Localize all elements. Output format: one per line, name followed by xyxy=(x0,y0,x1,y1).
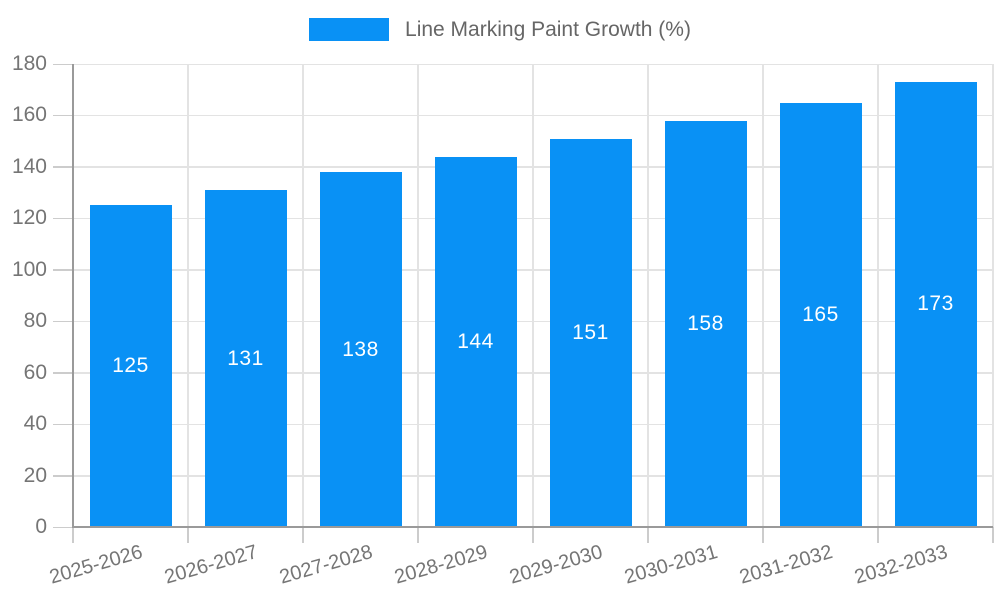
legend-item-line-marking-paint-growth[interactable]: Line Marking Paint Growth (%) xyxy=(309,18,691,41)
bar-value-label: 158 xyxy=(687,311,724,335)
legend-swatch-icon xyxy=(309,18,390,41)
bar-value-label: 144 xyxy=(457,329,494,353)
x-axis-tick xyxy=(417,527,419,543)
gridline-vertical xyxy=(992,64,994,527)
gridline-vertical xyxy=(187,64,189,527)
x-axis-line xyxy=(72,526,993,528)
y-axis-tick-label: 40 xyxy=(23,412,47,436)
x-axis-tick xyxy=(762,527,764,543)
gridline-vertical xyxy=(877,64,879,527)
y-axis-line xyxy=(72,64,74,527)
bar-2026-2027[interactable]: 131 xyxy=(204,190,287,527)
y-axis-tick xyxy=(53,372,73,374)
y-axis-tick-label: 120 xyxy=(11,206,47,230)
y-axis-tick-label: 100 xyxy=(11,257,47,281)
gridline-vertical xyxy=(532,64,534,527)
y-axis-tick xyxy=(53,526,73,528)
bar-value-label: 151 xyxy=(572,320,609,344)
x-axis-tick xyxy=(532,527,534,543)
y-axis-tick xyxy=(53,320,73,323)
bar-2031-2032[interactable]: 165 xyxy=(779,102,862,527)
y-axis-tick-label: 60 xyxy=(23,360,47,384)
y-axis-tick-label: 0 xyxy=(35,515,47,538)
x-axis-tick xyxy=(992,527,994,543)
bar-value-label: 138 xyxy=(342,337,379,361)
bar-2025-2026[interactable]: 125 xyxy=(89,205,172,527)
bar-value-label: 165 xyxy=(802,302,839,326)
bar-value-label: 125 xyxy=(112,354,149,378)
x-axis-tick xyxy=(647,527,649,543)
y-axis-tick-label: 140 xyxy=(11,154,47,178)
x-axis-tick xyxy=(72,527,74,543)
y-axis-tick xyxy=(53,63,73,65)
y-axis-tick xyxy=(53,475,73,477)
y-axis-tick-label: 180 xyxy=(11,52,47,75)
bar-2032-2033[interactable]: 173 xyxy=(894,82,977,527)
gridline-vertical xyxy=(417,64,419,527)
bar-2028-2029[interactable]: 144 xyxy=(434,156,517,527)
y-axis-tick xyxy=(53,269,73,271)
bar-2030-2031[interactable]: 158 xyxy=(664,120,747,527)
legend-label: Line Marking Paint Growth (%) xyxy=(405,18,691,41)
y-axis-tick-label: 80 xyxy=(23,309,47,333)
bar-value-label: 131 xyxy=(227,346,264,370)
legend: Line Marking Paint Growth (%) xyxy=(0,18,1000,41)
y-axis-tick-label: 160 xyxy=(11,103,47,127)
gridline-vertical xyxy=(302,64,304,527)
bar-2029-2030[interactable]: 151 xyxy=(549,138,632,527)
bar-2027-2028[interactable]: 138 xyxy=(319,172,402,527)
gridline-vertical xyxy=(762,64,764,527)
y-axis-tick xyxy=(53,423,73,426)
x-axis-tick xyxy=(187,527,189,543)
x-axis-tick xyxy=(877,527,879,543)
x-axis-tick xyxy=(302,527,304,543)
y-axis-tick xyxy=(53,114,73,117)
bar-value-label: 173 xyxy=(917,292,954,316)
y-axis-tick xyxy=(53,166,73,168)
gridline-vertical xyxy=(647,64,649,527)
y-axis-tick xyxy=(53,217,73,220)
y-axis-tick-label: 20 xyxy=(23,463,47,487)
